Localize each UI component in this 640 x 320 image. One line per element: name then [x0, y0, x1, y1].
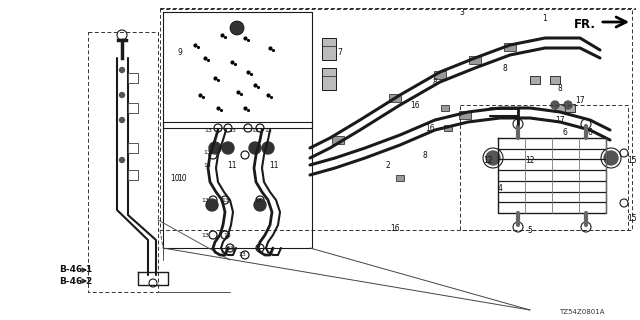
Bar: [322, 38, 336, 60]
Bar: [530, 76, 540, 84]
Text: 13: 13: [201, 233, 209, 237]
Circle shape: [230, 21, 244, 35]
Text: B-46-2: B-46-2: [59, 276, 92, 285]
Text: 9: 9: [177, 47, 182, 57]
Bar: [441, 105, 449, 111]
Text: 5: 5: [527, 226, 532, 235]
Text: 13: 13: [226, 245, 234, 251]
Bar: [469, 56, 481, 64]
Text: 8: 8: [557, 84, 563, 92]
Bar: [434, 71, 446, 79]
Bar: [396, 175, 404, 181]
Text: 4: 4: [497, 183, 502, 193]
Circle shape: [551, 101, 559, 109]
Text: 16: 16: [390, 223, 400, 233]
Bar: [444, 125, 452, 131]
Text: 8: 8: [433, 77, 437, 86]
Circle shape: [254, 199, 266, 211]
Circle shape: [209, 142, 221, 154]
Circle shape: [486, 151, 500, 165]
Text: 16: 16: [425, 124, 435, 132]
Circle shape: [206, 199, 218, 211]
Text: 1: 1: [543, 13, 547, 22]
Bar: [550, 76, 560, 84]
Text: TZ54Z0801A: TZ54Z0801A: [559, 309, 605, 315]
Text: 11: 11: [227, 161, 237, 170]
Text: 10: 10: [170, 173, 180, 182]
Text: 15: 15: [627, 156, 637, 164]
Text: B-46-1: B-46-1: [59, 266, 92, 275]
Text: 13: 13: [204, 127, 212, 132]
Bar: [565, 104, 575, 112]
Text: 13: 13: [201, 197, 209, 203]
Circle shape: [120, 117, 125, 123]
Text: 8: 8: [502, 63, 508, 73]
Text: 13: 13: [238, 252, 246, 258]
Text: 2: 2: [386, 161, 390, 170]
Circle shape: [249, 142, 261, 154]
Text: 17: 17: [575, 95, 585, 105]
Text: 13: 13: [221, 197, 229, 203]
Bar: [555, 104, 565, 112]
Bar: [322, 68, 336, 90]
Text: 13: 13: [203, 149, 211, 155]
Bar: [389, 94, 401, 102]
Circle shape: [262, 142, 274, 154]
Text: 17: 17: [555, 116, 565, 124]
Text: 12: 12: [525, 156, 535, 164]
Text: 16: 16: [410, 100, 420, 109]
Text: 6: 6: [563, 127, 568, 137]
Text: 8: 8: [422, 150, 428, 159]
Circle shape: [120, 68, 125, 73]
Circle shape: [222, 142, 234, 154]
Text: 6: 6: [588, 127, 593, 137]
Circle shape: [604, 151, 618, 165]
Text: 13: 13: [203, 163, 211, 167]
Text: 13: 13: [264, 127, 272, 132]
Text: 13: 13: [251, 127, 259, 132]
Text: 13: 13: [228, 127, 236, 132]
Bar: [459, 111, 471, 119]
Text: 10: 10: [177, 173, 187, 182]
Text: 12: 12: [483, 156, 493, 164]
Circle shape: [120, 92, 125, 98]
Text: 13: 13: [223, 233, 231, 237]
Text: 3: 3: [460, 7, 465, 17]
Circle shape: [564, 101, 572, 109]
Text: 13: 13: [254, 197, 262, 203]
Bar: [504, 43, 516, 51]
Text: 7: 7: [337, 47, 342, 57]
Text: 15: 15: [627, 213, 637, 222]
Circle shape: [120, 157, 125, 163]
Text: FR.: FR.: [574, 18, 596, 30]
Bar: [332, 136, 344, 144]
Text: 11: 11: [269, 161, 279, 170]
